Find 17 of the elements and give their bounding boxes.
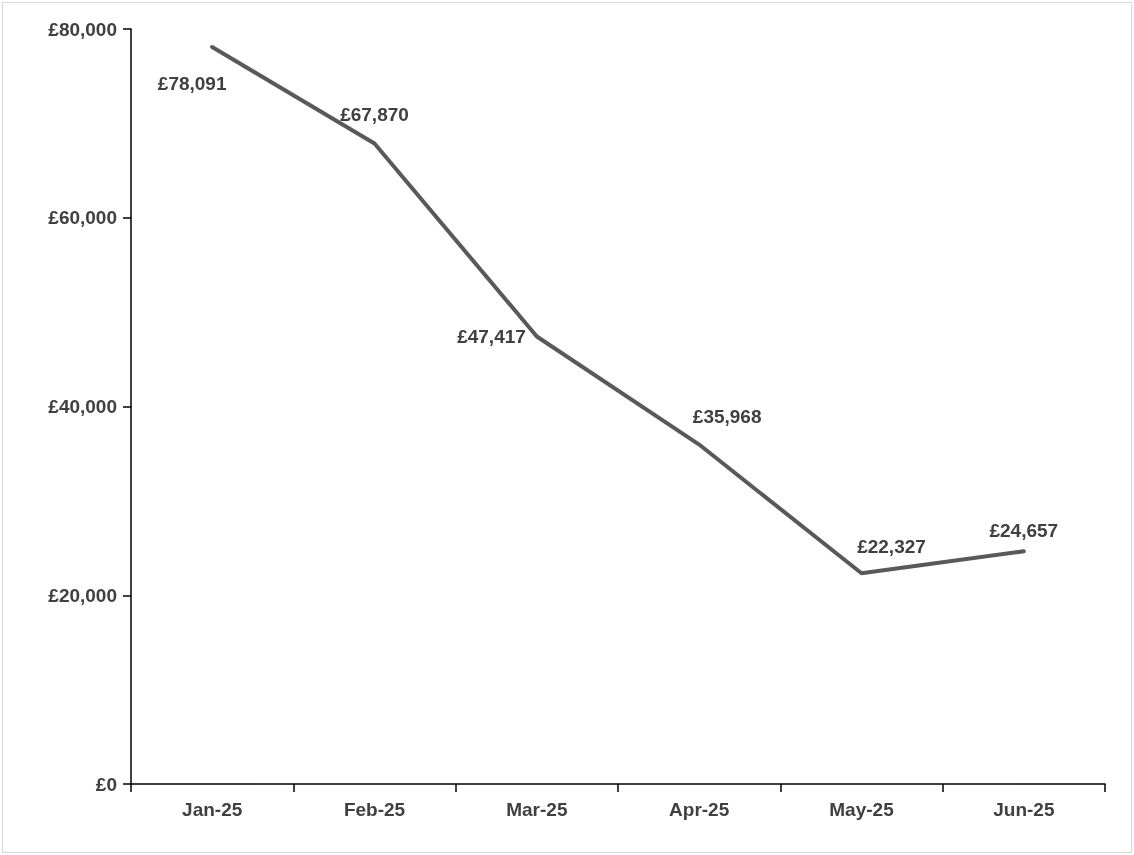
y-tick-label: £80,000 [48,18,117,40]
y-tick-label: £20,000 [48,584,117,606]
data-label: £35,968 [692,405,762,427]
data-label: £78,091 [157,73,227,95]
x-tick-label: Jan-25 [182,799,243,820]
y-tick-label: £60,000 [48,207,117,229]
y-tick-label: £0 [95,773,117,795]
x-tick-label: May-25 [829,799,895,820]
data-label: £47,417 [457,326,526,347]
x-tick-label: Apr-25 [669,799,730,820]
x-tick-label: Mar-25 [506,799,568,820]
x-tick-label: Feb-25 [343,799,406,820]
y-tick-label: £40,000 [48,396,117,417]
data-label: £24,657 [989,520,1059,542]
x-tick-label: Jun-25 [993,799,1055,820]
data-label: £22,327 [857,536,926,558]
data-label: £67,870 [340,104,409,126]
